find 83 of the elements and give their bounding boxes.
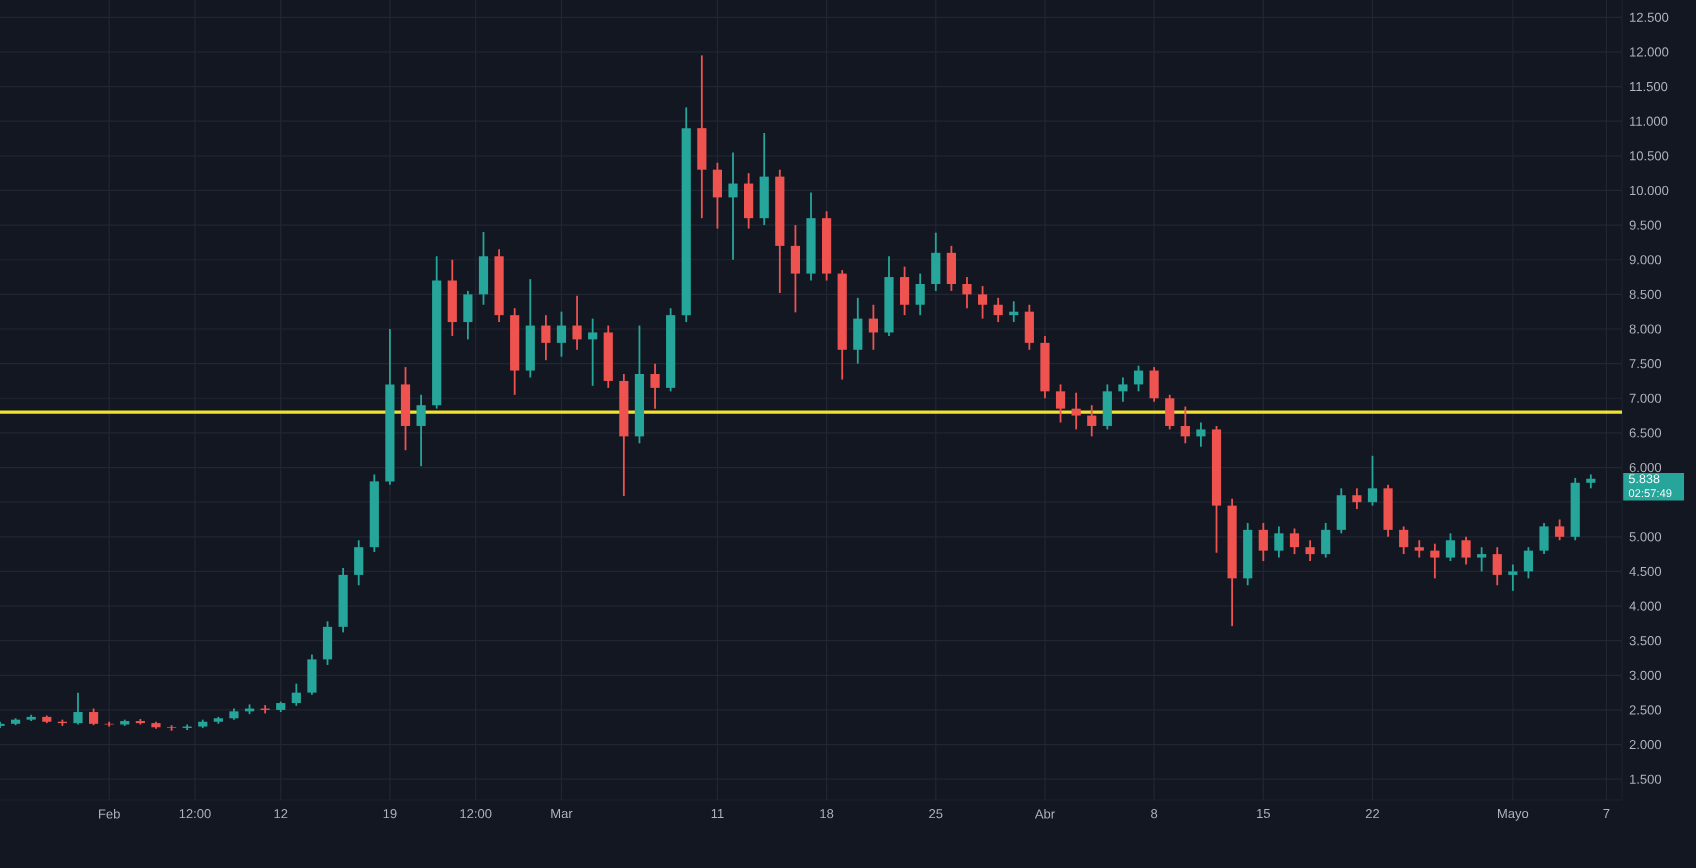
candlestick: [1055, 383, 1066, 424]
candlestick: [291, 682, 301, 707]
candlestick: [1508, 563, 1518, 592]
candlestick: [837, 269, 847, 381]
candlestick: [1180, 405, 1190, 445]
candlestick: [338, 567, 348, 634]
candlestick: [712, 161, 723, 230]
candlestick: [541, 314, 551, 362]
candlestick: [1336, 487, 1346, 535]
candlestick: [307, 653, 317, 696]
candlestick: [728, 151, 738, 261]
candlestick: [1118, 376, 1128, 403]
candlestick: [525, 278, 535, 379]
candlestick: [1367, 454, 1378, 507]
candlestick: [1555, 518, 1565, 542]
candlestick: [447, 258, 457, 337]
candlestick: [1040, 335, 1050, 400]
candlestick: [853, 296, 863, 365]
candlestick: [744, 172, 754, 230]
candlestick: [1570, 477, 1580, 542]
candlestick: [603, 324, 613, 389]
candlestick: [1227, 497, 1237, 628]
candlestick: [915, 272, 925, 317]
candlestick: [868, 303, 878, 351]
candlestick: [1071, 391, 1081, 431]
candlestick: [1352, 487, 1362, 510]
candlestick: [1102, 383, 1112, 431]
candlestick: [416, 393, 426, 468]
candlestick: [588, 317, 598, 387]
candlestick: [1430, 542, 1440, 580]
candlestick: [494, 248, 504, 323]
candlestick: [510, 307, 520, 396]
candlestick: [463, 290, 473, 341]
candlestick: [1539, 522, 1549, 556]
candlestick: [822, 210, 832, 282]
candlestick: [681, 106, 691, 323]
candlestick: [650, 362, 660, 410]
candlestick: [1243, 522, 1253, 587]
candlestick: [1024, 303, 1034, 351]
candlestick: [1523, 546, 1534, 580]
candlestick: [1445, 532, 1456, 562]
candlestick: [1211, 425, 1222, 554]
candlestick: [478, 231, 489, 306]
candlestick: [1305, 539, 1315, 562]
candlestick: [1165, 393, 1175, 431]
candlestick: [1492, 546, 1502, 587]
candlestick: [1133, 364, 1144, 393]
candlestick: [775, 168, 785, 294]
candlestick: [1399, 525, 1409, 556]
candlestick: [1289, 527, 1300, 556]
candlestick: [354, 539, 364, 587]
candlestick: [556, 310, 567, 358]
candlestick: [1258, 522, 1268, 562]
candlestick: [962, 276, 972, 310]
candlestick: [946, 244, 956, 292]
candlestick: [1477, 546, 1487, 573]
candlestick: [73, 691, 83, 726]
candlestick: [977, 285, 988, 320]
candlestick: [385, 328, 395, 486]
candlestick: [806, 191, 816, 282]
candlestick: [697, 54, 707, 220]
candlestick: [369, 473, 379, 553]
candlestick: [899, 265, 910, 317]
candlestick: [790, 224, 801, 314]
candlestick: [1274, 525, 1284, 559]
candlestick: [884, 255, 894, 337]
candlestick: [1461, 535, 1471, 566]
candlestick: [1196, 421, 1206, 448]
candlestick: [322, 620, 333, 666]
candlestick: [759, 132, 769, 226]
candlestick: [1383, 483, 1393, 538]
candlestick: [634, 324, 645, 445]
candlestick: [1087, 404, 1097, 438]
candlestick: [931, 231, 941, 292]
candlestick: [432, 255, 442, 410]
candlestick: [572, 294, 582, 351]
candlestick: [993, 296, 1003, 323]
candlestick: [1321, 522, 1331, 559]
candlestick: [1149, 366, 1159, 403]
candlestick: [1414, 539, 1424, 559]
candlestick: [400, 366, 411, 452]
candlestick: [666, 307, 676, 393]
candlestick: [619, 373, 629, 497]
